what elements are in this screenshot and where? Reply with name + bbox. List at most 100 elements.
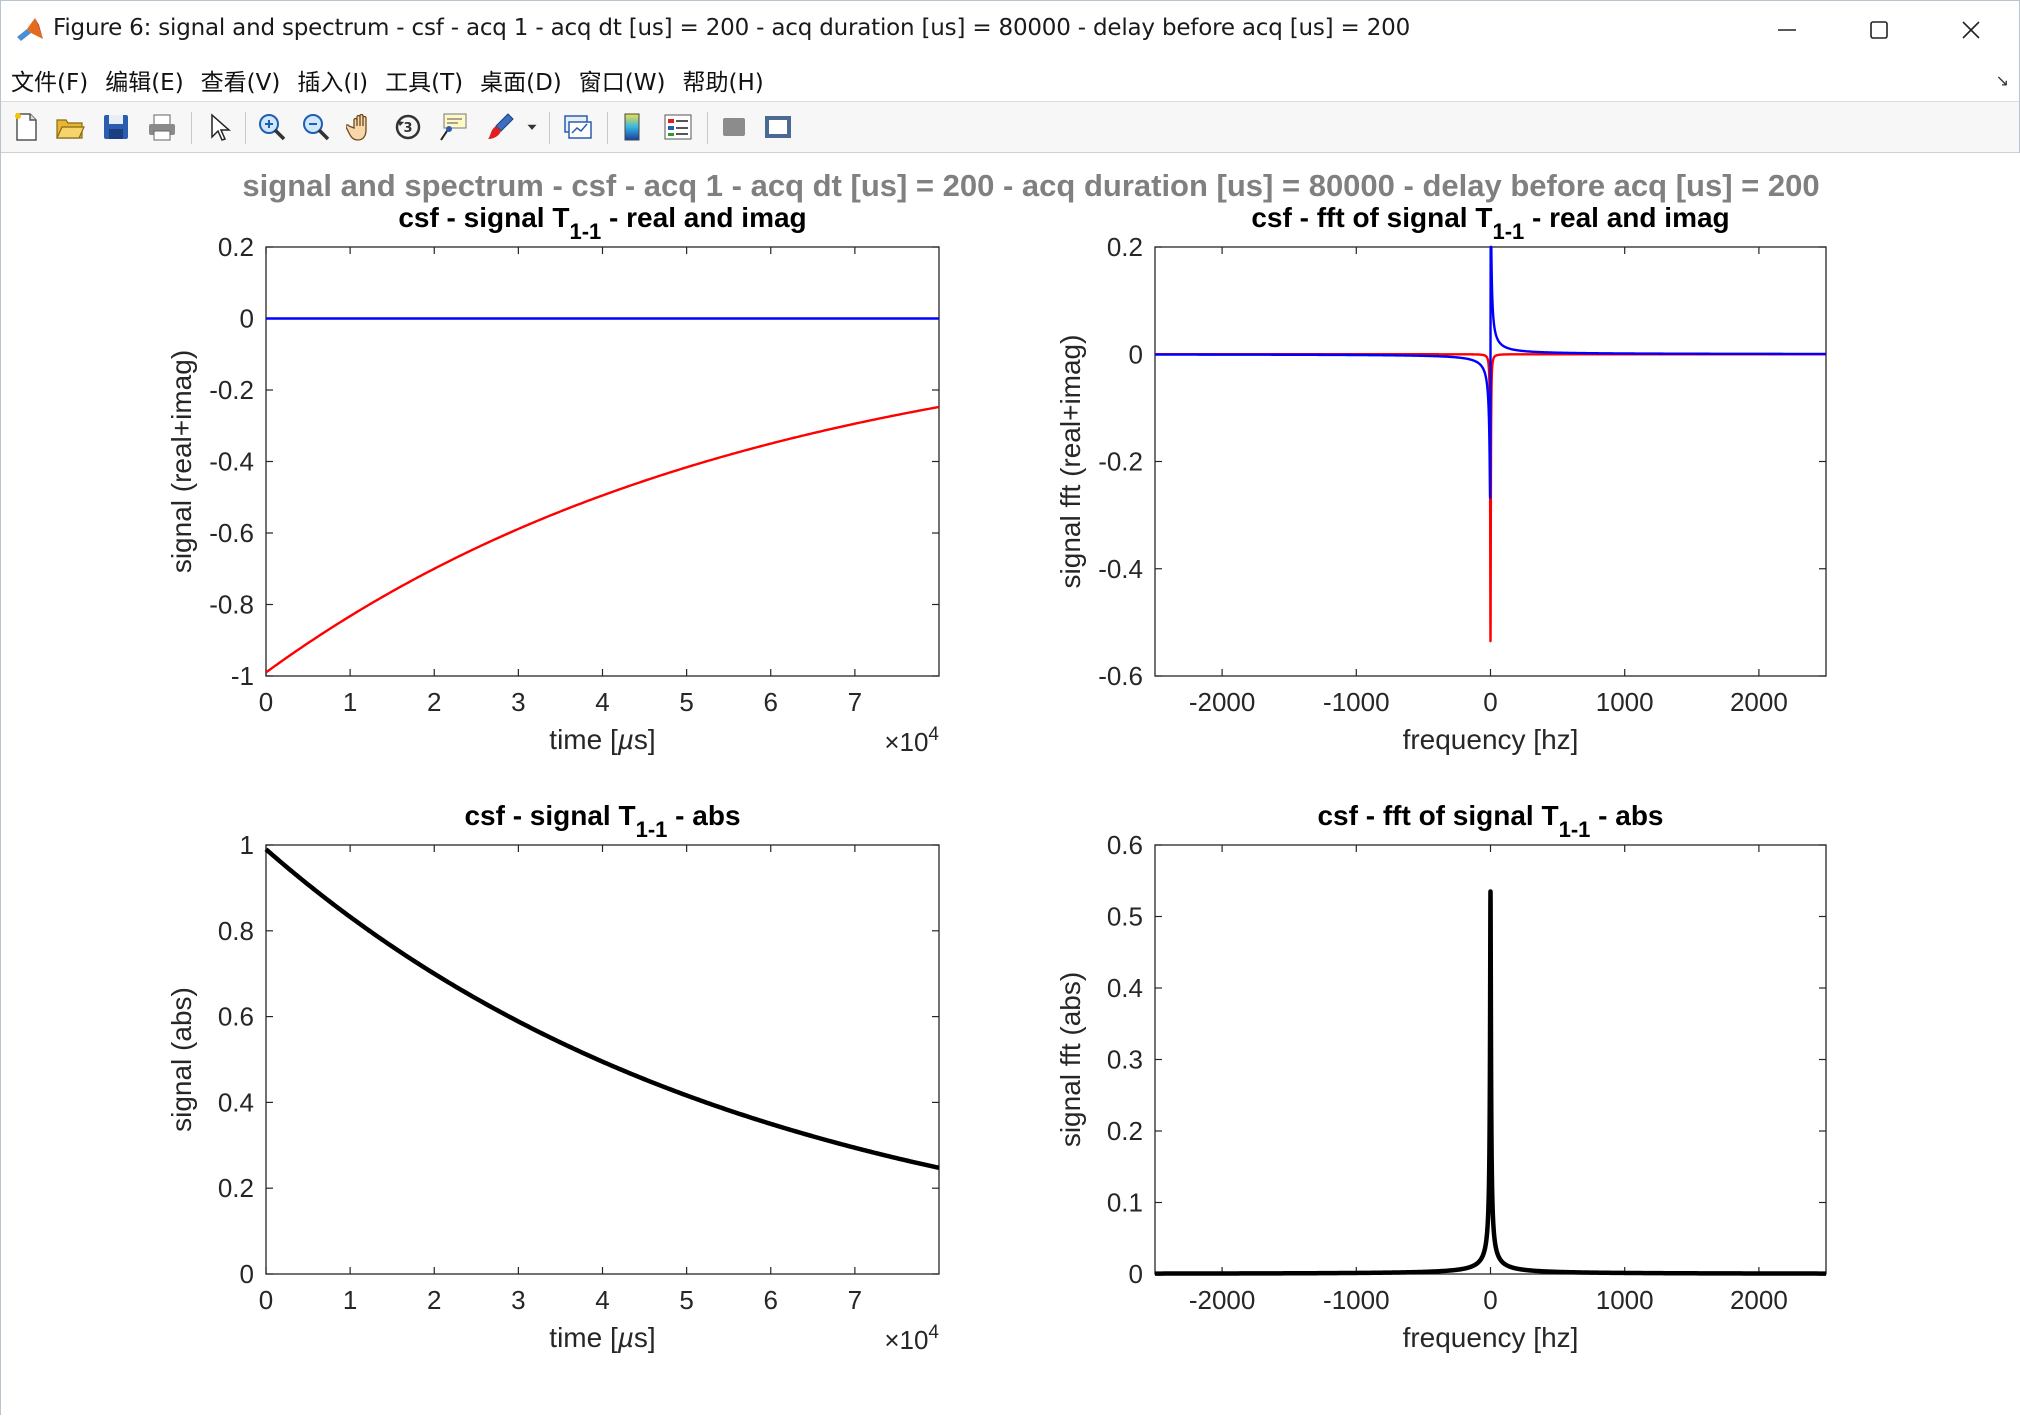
y-tick-label: 0.6: [1107, 830, 1143, 860]
show-plot-tools-button[interactable]: [761, 110, 795, 144]
link-plot-button[interactable]: [561, 110, 595, 144]
subplot-title-subscript: 1-1: [569, 219, 601, 244]
subplot-title-text: - abs: [1590, 800, 1663, 831]
x-tick-label: 7: [848, 1285, 862, 1315]
hide-plot-tools-button[interactable]: [717, 110, 751, 144]
y-tick-label: 0: [1129, 339, 1143, 369]
subplot-title-text: - real and imag: [601, 202, 806, 233]
brush-dropdown-button[interactable]: [523, 110, 541, 144]
pan-button[interactable]: [345, 110, 379, 144]
brush-button[interactable]: [483, 110, 517, 144]
dock-arrow-icon[interactable]: ↘: [1995, 73, 2009, 90]
figure-canvas[interactable]: signal and spectrum - csf - acq 1 - acq …: [1, 153, 2020, 1416]
menu-edit[interactable]: 编辑(E): [105, 70, 184, 96]
subplot-title-text: csf - signal T: [398, 202, 569, 233]
link-plot-icon: [564, 115, 592, 139]
zoom-in-icon: [259, 114, 286, 141]
insert-legend-button[interactable]: [661, 110, 695, 144]
subplot-title-text: - real and imag: [1524, 202, 1729, 233]
menu-bar: 文件(F) 编辑(E) 查看(V) 插入(I) 工具(T) 桌面(D) 窗口(W…: [1, 59, 2019, 101]
x-tick-label: 1: [343, 1285, 357, 1315]
minimize-button[interactable]: [1741, 1, 1833, 59]
x-tick-label: 6: [764, 1285, 778, 1315]
select-pointer-icon: [211, 113, 231, 141]
x-axis-multiplier-exponent: 4: [928, 1322, 939, 1343]
y-axis-label: signal fft (abs): [1055, 972, 1086, 1147]
y-tick-label: 0.2: [1107, 232, 1143, 262]
toolbar-separator: [549, 112, 550, 144]
x-tick-label: 0: [259, 687, 273, 717]
x-tick-label: 2000: [1730, 1285, 1788, 1315]
x-axis-label-text: s]: [634, 724, 656, 755]
select-pointer-button[interactable]: [201, 110, 235, 144]
menu-insert[interactable]: 插入(I): [297, 70, 369, 96]
insert-colorbar-button[interactable]: [615, 110, 649, 144]
x-axis-multiplier-base: ×10: [884, 1325, 928, 1355]
x-tick-label: 2: [427, 687, 441, 717]
subplot-title: csf - signal T1-1 - real and imag: [398, 202, 806, 244]
y-tick-label: 0.3: [1107, 1045, 1143, 1075]
series-line-1: [265, 405, 940, 674]
save-button[interactable]: [99, 110, 133, 144]
maximize-button[interactable]: [1833, 1, 1925, 59]
close-button[interactable]: [1925, 1, 2017, 59]
rotate-3d-icon: 3: [395, 114, 421, 140]
x-tick-label: 3: [511, 1285, 525, 1315]
menu-desktop[interactable]: 桌面(D): [480, 70, 562, 96]
open-file-button[interactable]: [53, 110, 87, 144]
show-plot-tools-icon: [765, 116, 791, 138]
menu-file[interactable]: 文件(F): [11, 70, 89, 96]
brush-icon: [488, 113, 514, 139]
y-tick-label: -0.2: [1098, 447, 1143, 477]
menu-view[interactable]: 查看(V): [200, 70, 281, 96]
y-tick-label: 0.1: [1107, 1188, 1143, 1218]
x-tick-label: -2000: [1189, 1285, 1256, 1315]
x-axis-label-text: time [: [549, 724, 618, 755]
zoom-out-button[interactable]: [299, 110, 333, 144]
save-icon: [104, 115, 128, 139]
x-tick-label: 0: [1483, 687, 1497, 717]
x-axis-label-mu: µ: [617, 1322, 634, 1353]
zoom-out-icon: [303, 114, 330, 141]
x-tick-label: 2000: [1730, 687, 1788, 717]
menu-tools[interactable]: 工具(T): [385, 70, 464, 96]
x-axis-label: frequency [hz]: [1403, 724, 1579, 755]
minimize-icon: [1778, 29, 1796, 31]
figure-suptitle: signal and spectrum - csf - acq 1 - acq …: [242, 168, 1819, 203]
zoom-in-button[interactable]: [255, 110, 289, 144]
x-axis-label: frequency [hz]: [1403, 1322, 1579, 1353]
menu-window[interactable]: 窗口(W): [578, 70, 666, 96]
subplot-title: csf - signal T1-1 - abs: [464, 800, 740, 842]
subplot-title: csf - fft of signal T1-1 - real and imag: [1251, 202, 1729, 244]
toolbar-separator: [707, 112, 708, 144]
new-figure-icon: [15, 113, 37, 141]
y-tick-label: 0.4: [1107, 973, 1143, 1003]
new-figure-button[interactable]: [9, 110, 43, 144]
y-tick-label: 0.8: [218, 916, 254, 946]
x-axis-label-text: s]: [634, 1322, 656, 1353]
data-cursor-icon: [440, 113, 467, 141]
y-tick-label: -1: [231, 661, 254, 691]
x-tick-label: -1000: [1323, 687, 1390, 717]
subplot-4: -2000 -1000 0 1000 2000 0 0.1 0.2 0.3 0.4 0.5 0.6 cs…: [1055, 800, 1827, 1353]
menu-help[interactable]: 帮助(H): [682, 70, 764, 96]
y-tick-label: -0.2: [209, 375, 254, 405]
y-tick-label: 1: [240, 830, 254, 860]
toolbar-separator: [607, 112, 608, 144]
subplot-2: -2000 -1000 0 1000 2000 -0.6 -0.4 -0.2 0 0.2 csf -…: [1055, 202, 1827, 755]
print-button[interactable]: [145, 110, 179, 144]
data-cursor-button[interactable]: [437, 110, 471, 144]
y-tick-label: 0: [240, 304, 254, 334]
close-icon: [1962, 21, 1980, 39]
matlab-logo-icon: [17, 18, 43, 41]
rotate-3d-button[interactable]: 3: [391, 110, 425, 144]
maximize-icon: [1870, 21, 1888, 39]
y-tick-label: 0: [1129, 1259, 1143, 1289]
y-tick-label: 0.5: [1107, 902, 1143, 932]
x-axis-multiplier-base: ×10: [884, 727, 928, 757]
x-tick-label: -1000: [1323, 1285, 1390, 1315]
x-tick-label: 3: [511, 687, 525, 717]
title-bar[interactable]: Figure 6: signal and spectrum - csf - ac…: [1, 1, 2019, 60]
y-tick-label: 0.2: [218, 232, 254, 262]
x-tick-label: 4: [595, 687, 609, 717]
